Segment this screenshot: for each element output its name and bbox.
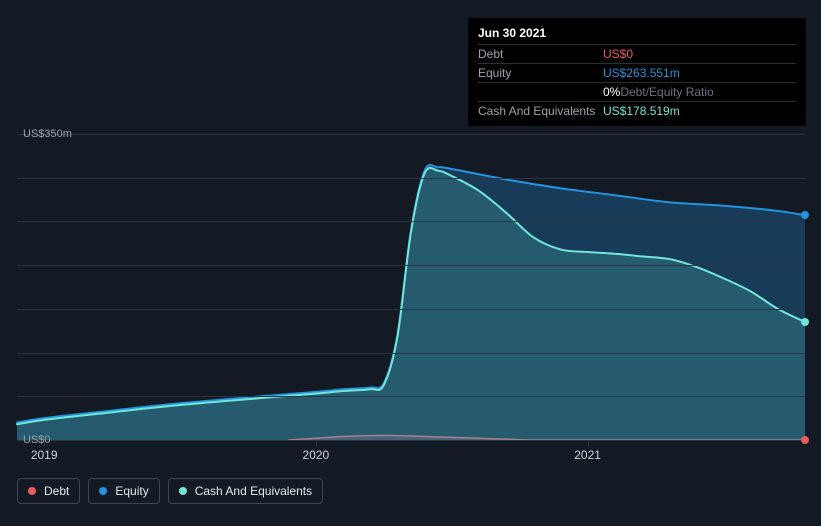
legend-item-equity[interactable]: Equity <box>88 478 159 504</box>
gridline <box>17 134 805 135</box>
gridline <box>17 178 805 179</box>
gridline <box>17 309 805 310</box>
tooltip-row: DebtUS$0 <box>478 44 796 63</box>
chart-svg <box>17 134 805 440</box>
y-axis-label: US$350m <box>23 128 67 140</box>
chart[interactable]: US$0US$350m <box>17 120 805 440</box>
series-end-dot-equity <box>801 211 809 219</box>
tooltip-row-label: Debt <box>478 47 603 61</box>
x-axis-label: 2019 <box>31 448 58 462</box>
x-axis: 2019 2020 2021 <box>17 440 805 470</box>
tooltip-row-label: Equity <box>478 66 603 80</box>
tooltip-row: EquityUS$263.551m <box>478 63 796 82</box>
x-tick <box>44 440 45 446</box>
gridline <box>17 221 805 222</box>
legend-item-label: Equity <box>115 484 148 498</box>
legend-item-cash[interactable]: Cash And Equivalents <box>168 478 323 504</box>
chart-plot-area <box>17 134 805 440</box>
tooltip-row-value: US$178.519m <box>603 104 680 118</box>
tooltip-row-label: Cash And Equivalents <box>478 104 603 118</box>
tooltip-date: Jun 30 2021 <box>478 24 796 44</box>
legend-dot-icon <box>179 487 187 495</box>
x-axis-label: 2020 <box>303 448 330 462</box>
series-end-dot-cash <box>801 318 809 326</box>
legend-item-label: Debt <box>44 484 69 498</box>
tooltip-row-value: US$0 <box>603 47 633 61</box>
gridline <box>17 265 805 266</box>
legend-item-debt[interactable]: Debt <box>17 478 80 504</box>
legend-dot-icon <box>28 487 36 495</box>
x-tick <box>316 440 317 446</box>
legend-item-label: Cash And Equivalents <box>195 484 312 498</box>
x-tick <box>588 440 589 446</box>
tooltip-row-value: US$263.551m <box>603 66 680 80</box>
tooltip-row-suffix: Debt/Equity Ratio <box>620 85 713 99</box>
x-axis-label: 2021 <box>574 448 601 462</box>
gridline <box>17 396 805 397</box>
legend: Debt Equity Cash And Equivalents <box>17 478 323 504</box>
tooltip-row-value: 0% <box>603 85 620 99</box>
tooltip-row: Cash And EquivalentsUS$178.519m <box>478 101 796 120</box>
legend-dot-icon <box>99 487 107 495</box>
gridline <box>17 353 805 354</box>
chart-tooltip: Jun 30 2021 DebtUS$0EquityUS$263.551m0% … <box>468 18 806 126</box>
tooltip-row: 0% Debt/Equity Ratio <box>478 82 796 101</box>
